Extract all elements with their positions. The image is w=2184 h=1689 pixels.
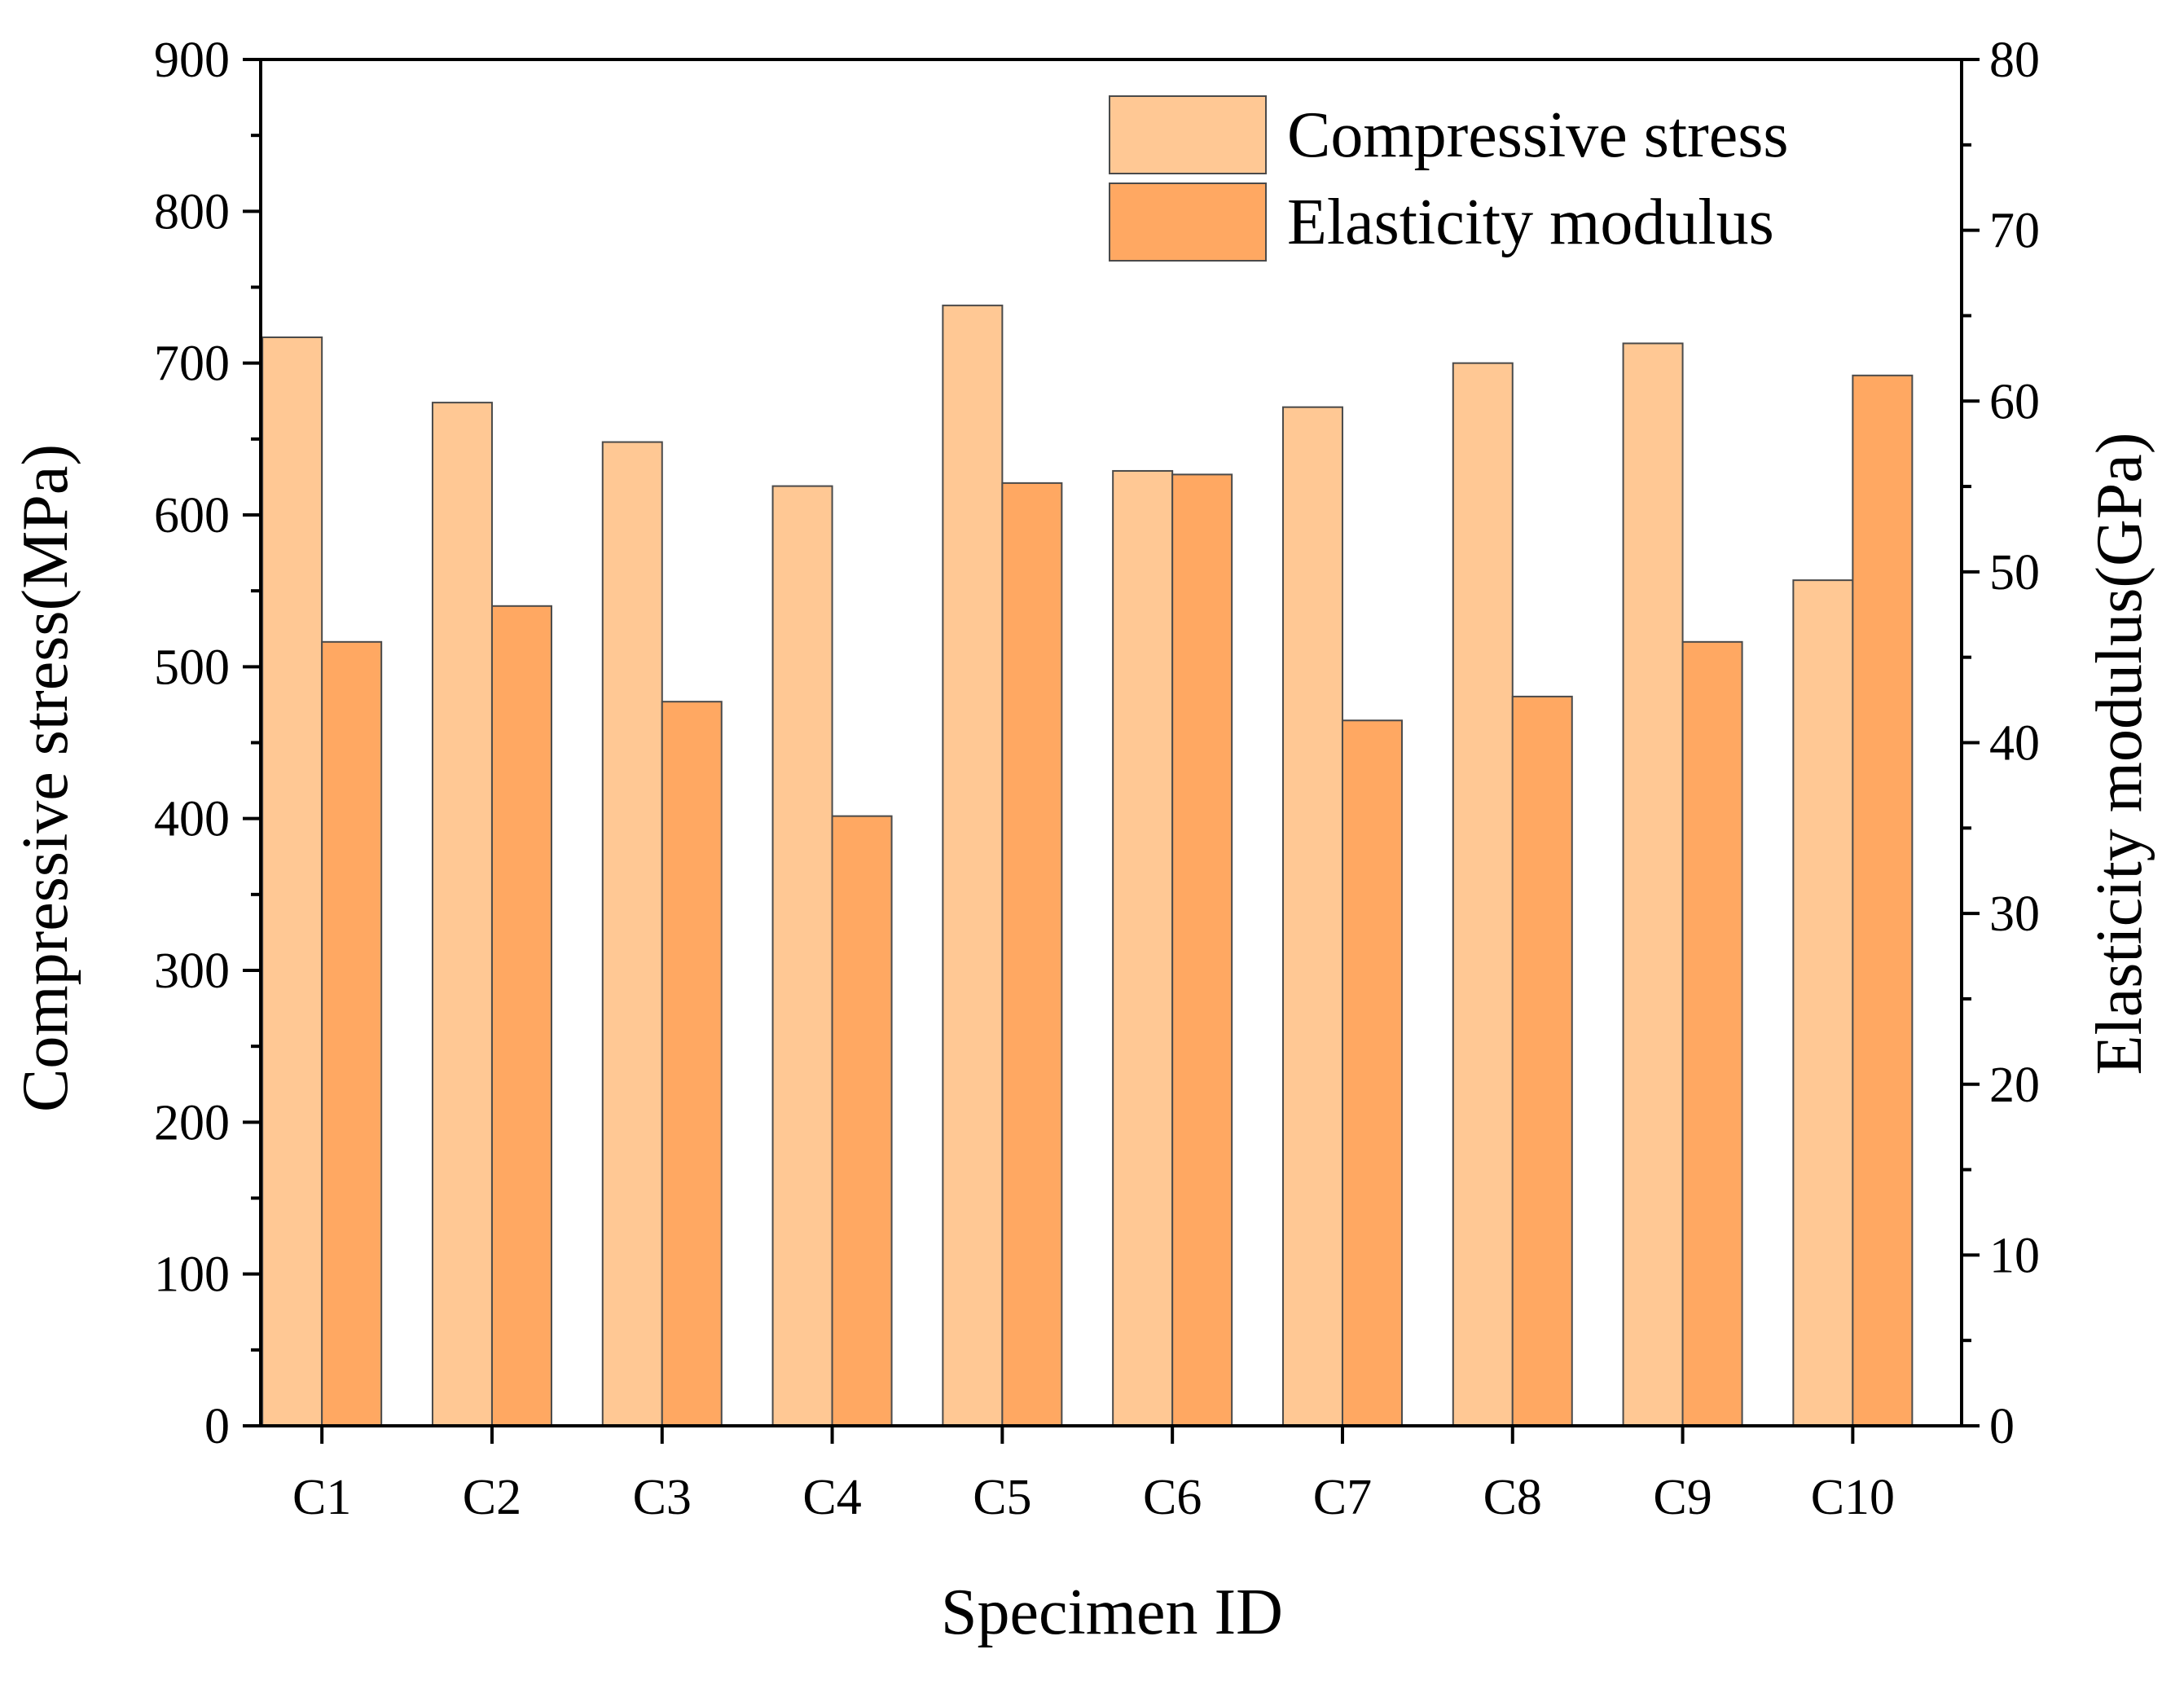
bar-compressive-stress-c6 (1112, 469, 1174, 1427)
y-tick-label: 500 (154, 640, 230, 695)
y2-tick-label: 80 (1989, 33, 2040, 88)
x-tick-label-c2: C2 (463, 1470, 521, 1525)
y-tick-label: 700 (154, 336, 230, 392)
y2-tick-label: 50 (1989, 545, 2040, 600)
bars-layer (261, 304, 1914, 1427)
x-tick-label-c7: C7 (1313, 1470, 1372, 1525)
y-tick-label: 100 (154, 1247, 230, 1303)
y2-axis-title: Elasticity modulus(GPa) (2084, 433, 2155, 1075)
bar-elasticity-modulus-c8 (1511, 695, 1573, 1427)
bar-elasticity-modulus-c7 (1341, 719, 1403, 1427)
bar-compressive-stress-c3 (601, 441, 663, 1427)
y2-tick-label: 10 (1989, 1228, 2040, 1283)
bar-elasticity-modulus-c1 (321, 640, 383, 1427)
bar-elasticity-modulus-c4 (831, 815, 893, 1427)
y-tick-label: 800 (154, 184, 230, 240)
y-tick-label: 200 (154, 1095, 230, 1150)
bar-compressive-stress-c4 (771, 485, 833, 1427)
y-tick-label: 900 (154, 33, 230, 88)
y2-tick-label: 40 (1989, 716, 2040, 772)
y-tick-label: 400 (154, 792, 230, 847)
y2-tick-label: 0 (1989, 1399, 2015, 1454)
legend-label-elasticity-modulus: Elasticity modulus (1287, 187, 1774, 258)
legend-label-compressive-stress: Compressive stress (1287, 99, 1789, 171)
bar-elasticity-modulus-c10 (1852, 374, 1914, 1427)
y2-tick-label: 70 (1989, 204, 2040, 259)
bar-compressive-stress-c10 (1792, 579, 1854, 1427)
bar-elasticity-modulus-c5 (1001, 482, 1063, 1427)
bar-compressive-stress-c2 (431, 402, 493, 1427)
x-tick-label-c1: C1 (292, 1470, 351, 1525)
bar-elasticity-modulus-c9 (1681, 640, 1743, 1427)
bar-compressive-stress-c8 (1452, 362, 1514, 1427)
bar-elasticity-modulus-c2 (490, 605, 552, 1427)
x-tick-label-c9: C9 (1653, 1470, 1712, 1525)
y2-tick-label: 20 (1989, 1058, 2040, 1113)
bar-compressive-stress-c5 (942, 304, 1004, 1427)
bar-compressive-stress-c9 (1622, 342, 1684, 1427)
y-tick-label: 600 (154, 488, 230, 543)
x-axis-title: Specimen ID (941, 1577, 1283, 1648)
x-tick-label-c10: C10 (1811, 1470, 1895, 1525)
y2-tick-label: 30 (1989, 886, 2040, 942)
x-tick-label-c5: C5 (973, 1470, 1031, 1525)
x-tick-label-c8: C8 (1483, 1470, 1542, 1525)
x-tick-label-c6: C6 (1143, 1470, 1202, 1525)
y-tick-label: 0 (204, 1399, 230, 1454)
bar-compressive-stress-c1 (261, 336, 323, 1427)
bar-elasticity-modulus-c6 (1171, 473, 1233, 1427)
legend-swatch-compressive-stress (1109, 95, 1267, 174)
y-tick-label: 300 (154, 943, 230, 999)
y-axis-title: Compressive stress(MPa) (10, 444, 81, 1112)
x-tick-label-c4: C4 (802, 1470, 861, 1525)
y2-tick-label: 60 (1989, 374, 2040, 429)
bar-compressive-stress-c7 (1281, 406, 1343, 1427)
bar-elasticity-modulus-c3 (661, 701, 723, 1427)
legend-swatch-elasticity-modulus (1109, 183, 1267, 262)
axes-layer: 0 100 200 300 400 500 600 700 800 900 0 10 20 30 40 50 6… (154, 33, 2040, 1525)
legend: Compressive stress Elasticity modulus (1109, 95, 1789, 262)
x-tick-label-c3: C3 (633, 1470, 692, 1525)
